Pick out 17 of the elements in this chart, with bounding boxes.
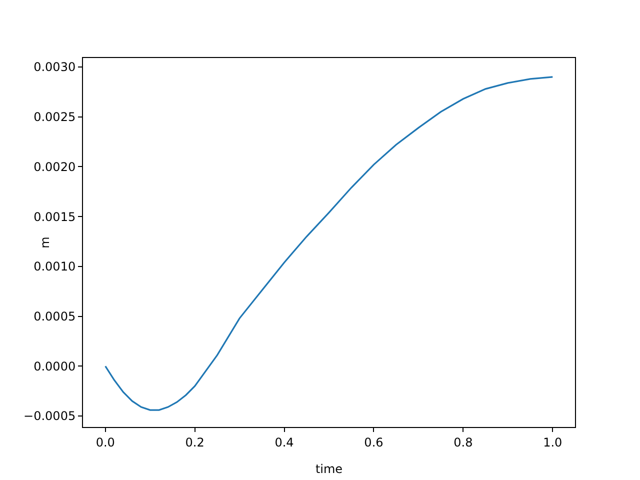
y-tick-label: 0.0025	[34, 110, 76, 124]
y-tick-label: 0.0010	[34, 260, 76, 274]
y-tick-label: 0.0020	[34, 160, 76, 174]
x-tick-label: 0.4	[274, 435, 294, 450]
x-tick-label: 0.8	[454, 435, 473, 450]
x-tick-label: 1.0	[543, 435, 562, 450]
y-tick-label: 0.0005	[34, 310, 76, 324]
x-axis-title: time	[315, 462, 343, 476]
x-tick-label: 0.2	[185, 435, 204, 450]
line-series	[104, 76, 554, 411]
y-tick-label: 0.0030	[34, 60, 76, 74]
y-tick-label: −0.0005	[24, 409, 76, 424]
x-tick-label: 0.0	[96, 435, 115, 450]
y-tick-label: 0.0000	[34, 359, 76, 374]
y-tick-label: 0.0015	[34, 210, 76, 224]
x-tick-label: 0.6	[364, 435, 384, 450]
y-axis-title: m	[38, 236, 52, 248]
